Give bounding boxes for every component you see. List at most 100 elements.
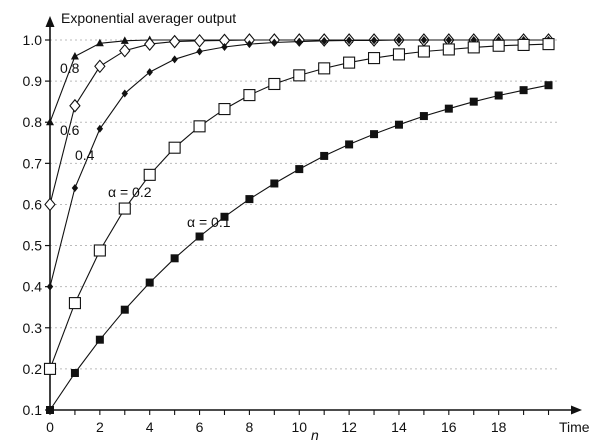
axes: [45, 16, 582, 415]
series-label-alpha-0-1: α = 0.1: [187, 214, 231, 230]
data-point: [318, 62, 331, 75]
y-tick-label: 0.5: [23, 238, 43, 254]
data-point: [296, 37, 303, 46]
data-point: [220, 212, 229, 221]
data-point: [395, 36, 403, 44]
x-tick-label: 14: [391, 419, 407, 435]
data-point: [392, 48, 406, 61]
series-label-0-4: 0.4: [75, 147, 95, 163]
series-0-1: [46, 81, 553, 414]
data-point: [245, 195, 254, 204]
data-point: [146, 68, 153, 77]
data-point: [195, 232, 204, 241]
y-tick-label: 0.6: [23, 196, 43, 212]
x-tick-label: 12: [341, 419, 357, 435]
data-point: [243, 89, 256, 102]
data-point: [95, 335, 104, 344]
data-point: [46, 117, 54, 126]
data-point: [469, 97, 478, 106]
data-point: [544, 81, 553, 90]
series-label-alpha-0-2: α = 0.2: [108, 184, 152, 200]
data-point: [121, 89, 128, 98]
x-tick-label: 2: [96, 419, 104, 435]
data-point: [70, 369, 79, 377]
data-point: [394, 120, 403, 129]
data-point: [492, 39, 505, 52]
data-point: [69, 98, 81, 113]
data-point: [168, 141, 181, 154]
data-point: [70, 51, 79, 60]
y-axis-title: Exponential averager output: [61, 10, 236, 26]
data-point: [442, 43, 455, 56]
data-point: [93, 244, 106, 257]
data-point: [43, 362, 57, 375]
data-point: [118, 202, 131, 215]
data-point: [293, 69, 306, 82]
series-line: [49, 84, 549, 411]
data-point: [170, 254, 179, 263]
data-point: [268, 77, 281, 91]
y-axis-arrow: [45, 16, 55, 27]
data-point: [246, 40, 253, 49]
data-point: [46, 406, 54, 414]
data-point: [143, 37, 156, 51]
x-tick-label: 4: [146, 419, 154, 435]
data-point: [196, 47, 203, 56]
data-point: [295, 165, 304, 174]
data-point: [370, 36, 378, 45]
data-point: [542, 38, 555, 51]
series-0-2: [43, 38, 555, 375]
x-tick-label: 10: [291, 419, 307, 435]
data-point: [119, 43, 131, 58]
data-point: [171, 55, 178, 64]
data-point: [221, 42, 228, 51]
series-line: [49, 39, 549, 205]
data-point: [145, 278, 154, 287]
data-point: [519, 86, 528, 95]
series-label-0-6: 0.6: [60, 122, 80, 138]
data-point: [419, 112, 428, 121]
y-tick-label: 0.3: [23, 320, 43, 336]
data-point: [218, 103, 231, 116]
x-tick-label: 6: [196, 419, 204, 435]
y-tick-label: 1.0: [23, 32, 43, 48]
data-point: [68, 297, 81, 310]
data-series: [43, 33, 555, 414]
data-point: [193, 120, 206, 133]
data-point: [120, 36, 129, 44]
data-point: [345, 36, 353, 45]
data-point: [96, 124, 104, 133]
y-tick-label: 0.1: [23, 402, 43, 418]
data-point: [168, 34, 181, 49]
data-point: [193, 33, 206, 48]
y-tick-label: 0.8: [23, 114, 43, 130]
data-point: [320, 151, 329, 160]
data-point: [270, 179, 279, 188]
axis-ticks: 0.1 0.2 0.3 0.4 0.5 0.6 0.7 0.8 0.9 1.0 0 2 4 6 8 10 12 1…: [23, 32, 550, 435]
data-point: [343, 56, 356, 69]
data-point: [95, 38, 104, 47]
data-point: [46, 282, 54, 291]
data-point: [143, 168, 156, 181]
y-tick-label: 0.4: [23, 279, 43, 295]
data-point: [445, 36, 453, 44]
data-point: [345, 140, 354, 149]
x-tick-label: 18: [491, 419, 507, 435]
data-point: [420, 36, 428, 44]
data-point: [494, 91, 503, 100]
data-point: [44, 197, 56, 212]
y-tick-label: 0.9: [23, 73, 43, 89]
x-tick-label: 16: [441, 419, 457, 435]
data-point: [370, 130, 379, 139]
data-point: [120, 305, 129, 314]
data-point: [417, 45, 430, 58]
data-point: [467, 41, 480, 54]
data-point: [94, 59, 106, 74]
data-point: [271, 38, 278, 47]
y-tick-label: 0.7: [23, 155, 43, 171]
x-axis-title-time: Time: [559, 419, 590, 435]
series-label-0-8: 0.8: [60, 60, 80, 76]
y-tick-label: 0.2: [23, 361, 43, 377]
x-tick-label: 8: [246, 419, 254, 435]
